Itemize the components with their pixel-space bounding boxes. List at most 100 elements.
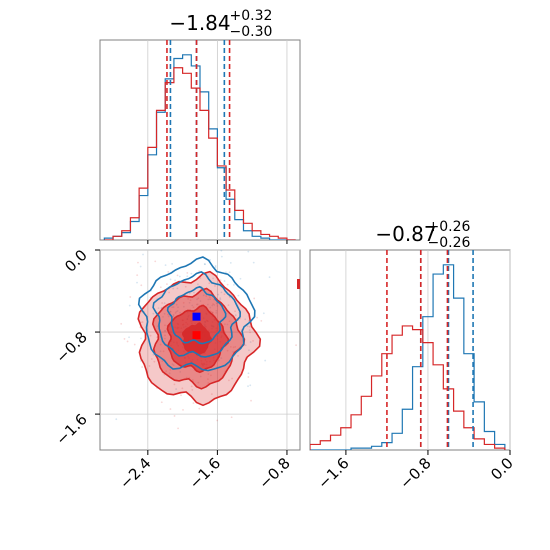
sample-point xyxy=(249,341,252,343)
tick-label-x1-2: −0.8 xyxy=(255,454,293,492)
sample-point xyxy=(163,302,166,305)
sample-point xyxy=(220,250,223,252)
sample-point xyxy=(135,230,137,232)
tick-label-x2-0: −1.6 xyxy=(314,454,352,492)
panel-x2-grid xyxy=(345,250,511,450)
sample-point xyxy=(247,376,250,378)
sample-point xyxy=(260,319,263,322)
sample-point xyxy=(168,291,171,294)
sample-point xyxy=(225,271,227,274)
sample-point xyxy=(198,270,200,273)
sample-point xyxy=(172,287,175,290)
panel-x2-frame xyxy=(309,249,511,451)
sample-point xyxy=(167,270,170,273)
sample-point xyxy=(232,351,235,353)
sample-point xyxy=(163,312,166,315)
sample-point xyxy=(264,359,267,362)
sample-point xyxy=(139,359,142,362)
sample-point xyxy=(252,339,254,342)
panel-x1-histograms xyxy=(103,54,296,240)
contour-line-series-b-1 xyxy=(166,304,230,374)
sample-point xyxy=(193,291,195,294)
sample-point xyxy=(219,297,222,300)
hist-x1-series-1 xyxy=(104,67,296,240)
sample-point xyxy=(174,279,176,282)
sample-point xyxy=(186,275,189,278)
sample-point xyxy=(232,346,235,349)
sample-point xyxy=(161,360,164,363)
sample-point xyxy=(162,350,165,353)
panel-x2-ticks: −1.6 −0.8 0.0 xyxy=(314,450,517,493)
sample-point xyxy=(175,388,178,390)
sample-point xyxy=(177,306,179,309)
sample-point xyxy=(197,381,200,384)
sample-point xyxy=(140,284,143,287)
sample-point xyxy=(232,283,235,286)
sample-point xyxy=(228,379,230,382)
sample-point xyxy=(248,325,251,328)
sample-point xyxy=(239,277,242,280)
sample-point xyxy=(141,321,144,323)
sample-point xyxy=(167,313,169,316)
sample-point xyxy=(137,261,139,264)
sample-point xyxy=(247,250,250,253)
panel-x2-marginal: −1.6 −0.8 0.0 −0.87 +0.26 −0.26 xyxy=(309,219,517,493)
sample-point xyxy=(210,374,212,377)
sample-point xyxy=(231,377,233,380)
sample-point xyxy=(205,295,208,297)
truth-marker-0 xyxy=(192,312,201,321)
sample-point xyxy=(165,370,168,373)
sample-point xyxy=(136,281,138,284)
sample-point xyxy=(228,271,231,274)
sample-point xyxy=(136,274,139,277)
sample-point xyxy=(157,307,160,309)
tick-label-x2-2: 0.0 xyxy=(487,454,517,484)
sample-point xyxy=(214,285,216,287)
tick-label-y-0: 0.0 xyxy=(61,246,91,276)
title-x1: −1.84 xyxy=(169,11,230,35)
sample-point xyxy=(190,272,193,275)
sample-point xyxy=(139,265,142,268)
sample-point xyxy=(206,303,209,306)
sample-point xyxy=(207,378,209,380)
sample-point xyxy=(169,310,172,313)
sample-point xyxy=(252,261,255,264)
sample-point xyxy=(173,383,176,386)
title-x2-minus: −0.26 xyxy=(428,235,471,251)
sample-point xyxy=(171,363,174,366)
sample-point xyxy=(202,294,205,297)
sample-point xyxy=(188,292,191,295)
sample-point xyxy=(182,305,185,308)
hist-x1-series-0 xyxy=(103,54,296,240)
sample-point xyxy=(175,310,178,313)
sample-point xyxy=(224,323,226,326)
sample-point xyxy=(115,418,118,421)
sample-point xyxy=(128,304,131,307)
sample-point xyxy=(210,310,213,313)
sample-point xyxy=(311,304,313,306)
panel-joint-markers xyxy=(192,279,300,340)
sample-point xyxy=(253,297,256,300)
sample-point xyxy=(216,305,219,307)
sample-point xyxy=(250,399,252,402)
tick-label-x1-1: −1.6 xyxy=(186,454,224,492)
sample-point xyxy=(247,320,250,322)
sample-point xyxy=(214,264,217,267)
sample-point xyxy=(123,338,126,340)
sample-point xyxy=(178,275,181,278)
title-x1-minus: −0.30 xyxy=(230,24,273,40)
sample-point xyxy=(164,334,166,337)
panel-joint: −2.4 −1.6 −0.8 0.0 −0.8 −1.6 xyxy=(52,230,313,493)
sample-point xyxy=(163,329,166,332)
sample-point xyxy=(191,388,194,391)
sample-point xyxy=(171,262,174,265)
sample-point xyxy=(268,276,271,279)
sample-point xyxy=(186,272,189,274)
sample-point xyxy=(126,340,129,343)
sample-point xyxy=(237,294,240,297)
sample-point xyxy=(177,427,179,430)
sample-point xyxy=(172,313,175,316)
sample-point xyxy=(248,349,250,352)
tick-label-x2-1: −0.8 xyxy=(396,454,434,492)
sample-point xyxy=(153,360,156,363)
